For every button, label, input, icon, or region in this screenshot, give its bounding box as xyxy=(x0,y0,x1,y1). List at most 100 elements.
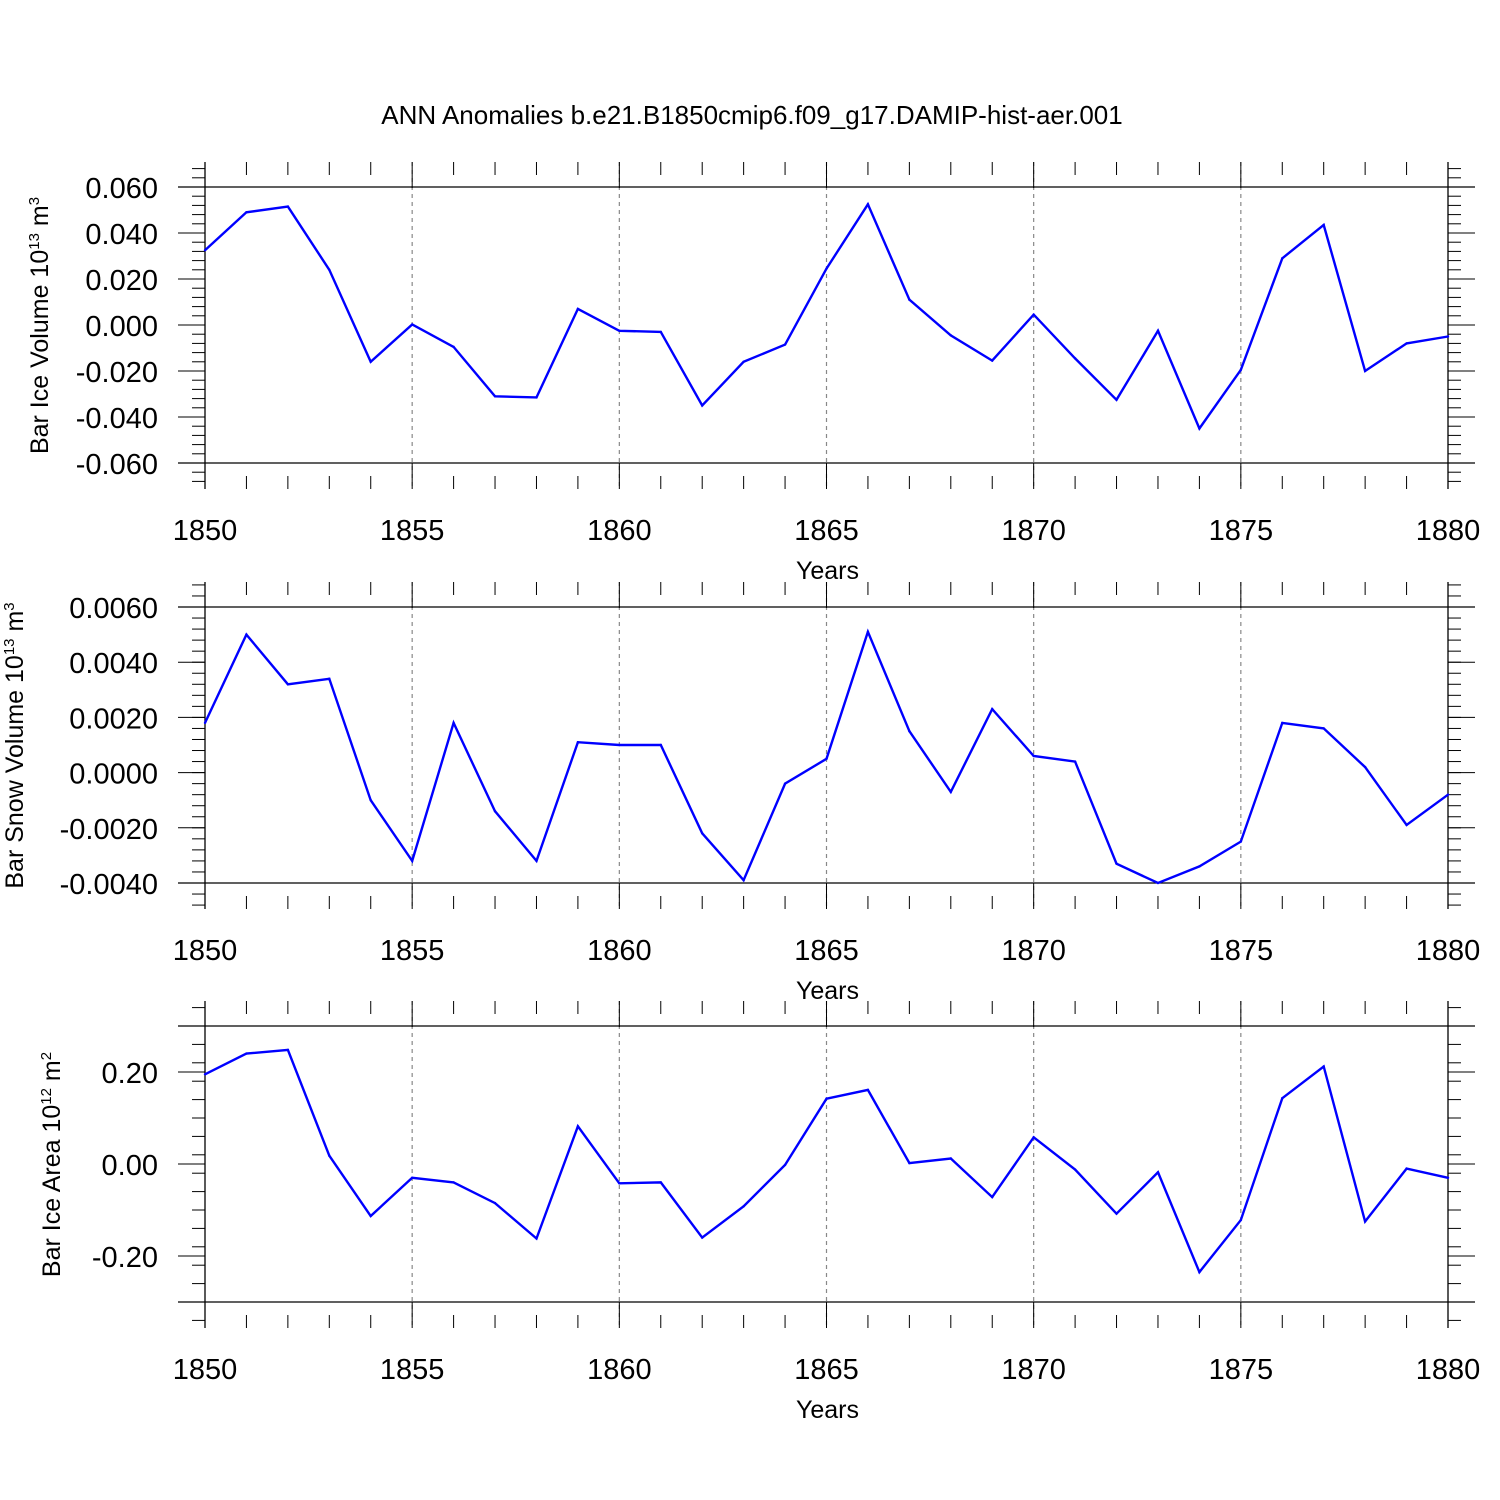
data-point xyxy=(783,343,787,346)
y-tick-label: 0.020 xyxy=(85,265,158,297)
data-point xyxy=(1032,313,1035,316)
figure-title: ANN Anomalies b.e21.B1850cmip6.f09_g17.D… xyxy=(381,100,1122,130)
x-tick-label: 1880 xyxy=(1416,1354,1481,1386)
data-point xyxy=(245,211,248,214)
data-point xyxy=(1363,369,1367,373)
data-point xyxy=(452,1181,455,1184)
data-point xyxy=(1239,1218,1243,1222)
y-axis-label-text: Bar Ice Area 10 xyxy=(38,1105,66,1277)
data-point xyxy=(369,1214,372,1218)
data-point xyxy=(618,1182,621,1185)
y-axis-superscript: 13 xyxy=(26,233,43,250)
data-point xyxy=(1405,823,1408,827)
y-tick-label: 0.0020 xyxy=(69,703,158,735)
y-tick-label: -0.020 xyxy=(76,357,158,389)
data-point xyxy=(1281,721,1284,725)
data-point xyxy=(410,1176,414,1180)
data-point xyxy=(618,743,621,747)
data-point xyxy=(1073,357,1077,360)
data-point xyxy=(286,683,290,686)
data-point xyxy=(908,730,911,733)
x-tick-label: 1860 xyxy=(587,935,652,967)
data-point xyxy=(949,334,952,337)
data-point xyxy=(866,1088,870,1092)
y-axis-unit: m xyxy=(38,1060,66,1088)
data-point xyxy=(659,1181,662,1184)
x-tick-label: 1875 xyxy=(1209,1354,1274,1386)
data-point xyxy=(1115,1212,1118,1215)
data-point xyxy=(1239,840,1243,843)
data-point xyxy=(1115,398,1118,401)
y-axis-superscript: 2 xyxy=(38,1052,55,1060)
data-point xyxy=(659,743,662,747)
data-point xyxy=(742,360,745,363)
y-axis-superscript: 3 xyxy=(1,602,18,610)
x-tick-label: 1870 xyxy=(1001,1354,1066,1386)
y-tick-label: 0.040 xyxy=(85,219,158,251)
data-point xyxy=(576,1125,580,1128)
data-point xyxy=(1405,342,1408,345)
data-point xyxy=(576,307,580,311)
chart-panel-3: -0.20 0.00 0.20 1850 1855 1860 1865 1870 1875 188… xyxy=(38,1001,1480,1424)
y-axis-superscript: 12 xyxy=(38,1088,55,1105)
x-tick-label: 1870 xyxy=(1001,515,1066,547)
data-point xyxy=(825,267,828,270)
data-point xyxy=(1032,754,1035,758)
y-axis-label: Bar Snow Volume 1013 m3 xyxy=(1,602,29,888)
chart-panel-2: -0.0040 -0.0020 0.0000 0.0020 0.0040 0.0060 18… xyxy=(1,582,1480,1005)
data-point xyxy=(1156,1171,1160,1174)
y-axis-unit: m xyxy=(1,611,29,639)
data-point xyxy=(1198,865,1201,868)
x-tick-label: 1850 xyxy=(173,515,238,547)
y-tick-label: 0.20 xyxy=(102,1058,158,1090)
x-tick-label: 1880 xyxy=(1416,515,1481,547)
data-point xyxy=(701,404,704,407)
data-point xyxy=(1322,223,1325,227)
data-point xyxy=(783,782,787,785)
data-point xyxy=(825,1097,828,1100)
data-point xyxy=(535,1237,538,1240)
data-point xyxy=(203,721,207,725)
y-axis-label-text: Bar Ice Volume 10 xyxy=(26,250,54,454)
y-tick-label: -0.0020 xyxy=(60,814,158,846)
data-point xyxy=(1073,1168,1077,1171)
data-point xyxy=(783,1163,787,1167)
y-tick-label: 0.0040 xyxy=(69,648,158,680)
data-point xyxy=(908,1161,911,1165)
y-tick-label: -0.040 xyxy=(76,403,158,435)
data-point xyxy=(825,757,828,760)
data-point xyxy=(493,1201,497,1205)
y-tick-label: 0.0000 xyxy=(69,759,158,791)
x-tick-label: 1875 xyxy=(1209,515,1274,547)
x-tick-label: 1850 xyxy=(173,1354,238,1386)
x-tick-label: 1855 xyxy=(380,935,445,967)
data-point xyxy=(991,1195,994,1199)
data-point xyxy=(949,790,952,794)
x-tick-label: 1855 xyxy=(380,515,445,547)
data-point xyxy=(1115,862,1118,865)
data-point xyxy=(1363,1220,1367,1223)
data-point xyxy=(452,721,455,725)
data-point xyxy=(866,203,870,206)
data-point xyxy=(493,810,497,813)
y-axis-superscript: 13 xyxy=(1,638,18,655)
y-tick-label: -0.20 xyxy=(92,1242,158,1274)
data-point xyxy=(535,859,538,863)
data-point xyxy=(1156,881,1160,885)
data-point xyxy=(908,298,911,301)
data-point xyxy=(1281,257,1284,260)
x-tick-label: 1870 xyxy=(1001,935,1066,967)
data-point xyxy=(493,395,497,398)
x-tick-label: 1865 xyxy=(794,935,859,967)
x-tick-label: 1880 xyxy=(1416,935,1481,967)
data-point xyxy=(452,345,455,349)
y-tick-label: 0.000 xyxy=(85,311,158,343)
data-point xyxy=(991,707,994,711)
data-point xyxy=(742,879,745,882)
data-point xyxy=(949,1157,952,1160)
data-point xyxy=(245,1052,248,1055)
y-axis-label-text: Bar Snow Volume 10 xyxy=(1,655,29,888)
y-axis-unit: m xyxy=(26,205,54,233)
data-point xyxy=(618,329,621,332)
data-point xyxy=(991,359,994,362)
